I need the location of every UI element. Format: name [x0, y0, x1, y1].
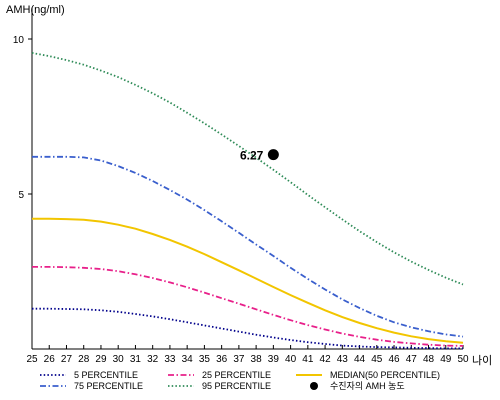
x-tick-label: 48 — [423, 354, 435, 365]
x-tick-label: 28 — [78, 354, 90, 365]
series-layer — [31, 52, 464, 350]
legend-label: 75 PERCENTILE — [74, 381, 143, 391]
x-tick-label: 34 — [182, 354, 194, 365]
series-line-0 — [31, 52, 464, 286]
x-tick-label: 42 — [320, 354, 332, 365]
x-tick-label: 50 — [457, 354, 469, 365]
x-tick-label: 31 — [130, 354, 142, 365]
legend-point-marker — [310, 382, 318, 390]
x-tick-label: 32 — [147, 354, 159, 365]
patient-point-label: 6.27 — [240, 149, 264, 163]
x-tick-label: 40 — [285, 354, 297, 365]
x-tick-label: 35 — [199, 354, 211, 365]
legend-label: MEDIAN(50 PERCENTILE) — [330, 370, 440, 380]
x-tick-label: 25 — [26, 354, 38, 365]
y-tick-label: 10 — [13, 35, 25, 46]
patient-point — [267, 149, 279, 161]
axes: 25 26 27 28 29 30 31 32 33 34 35 36 37 38 39 40 41 42 43 44… — [6, 4, 492, 367]
x-tick-label: 45 — [371, 354, 383, 365]
patient-point-layer: 6.27 — [240, 149, 279, 163]
x-axis-title: 나이 — [472, 354, 492, 367]
x-tick-label: 29 — [95, 354, 107, 365]
x-tick-label: 38 — [251, 354, 263, 365]
x-tick-label: 43 — [337, 354, 349, 365]
legend: 5 PERCENTILE 25 PERCENTILE MEDIAN(50 PERCE… — [40, 370, 440, 391]
y-tick-label: 5 — [18, 190, 24, 201]
series-line-3 — [32, 265, 464, 347]
x-tick-label: 49 — [440, 354, 452, 365]
x-tick-label: 30 — [113, 354, 125, 365]
legend-label: 95 PERCENTILE — [202, 381, 271, 391]
legend-label: 25 PERCENTILE — [202, 370, 271, 380]
x-tick-label: 33 — [164, 354, 176, 365]
x-tick-label: 47 — [406, 354, 418, 365]
series-line-2 — [32, 217, 464, 344]
series-line-1 — [32, 155, 464, 338]
x-tick-label: 26 — [44, 354, 56, 365]
legend-label: 5 PERCENTILE — [74, 370, 138, 380]
x-tick-label: 46 — [388, 354, 400, 365]
x-tick-label: 27 — [61, 354, 73, 365]
legend-label: 수진자의 AMH 농도 — [330, 381, 405, 391]
x-tick-label: 41 — [302, 354, 314, 365]
y-axis-title: AMH(ng/ml) — [6, 4, 65, 16]
x-tick-label: 39 — [268, 354, 280, 365]
x-tick-label: 37 — [233, 354, 245, 365]
x-tick-label: 44 — [354, 354, 366, 365]
x-tick-label: 36 — [216, 354, 228, 365]
